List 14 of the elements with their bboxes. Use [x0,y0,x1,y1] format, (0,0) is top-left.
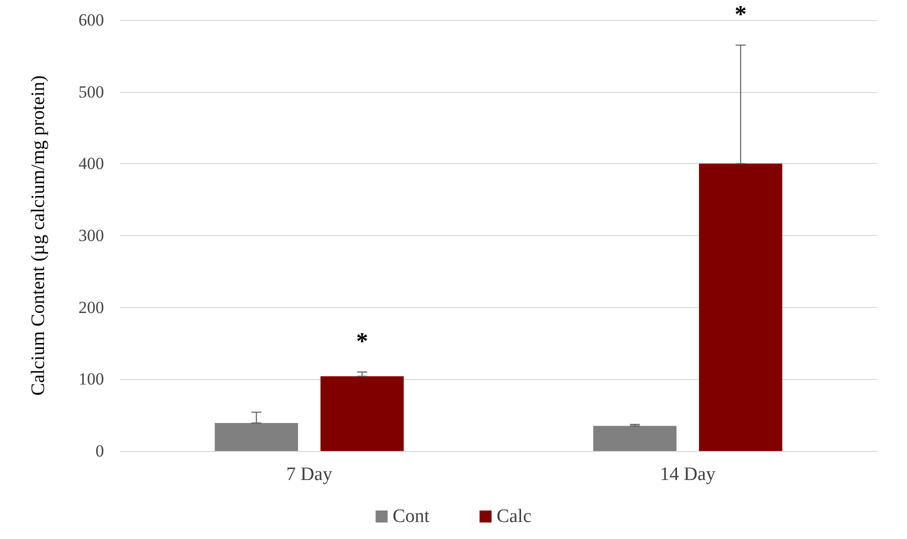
annotation: * [356,328,368,355]
y-tick-label: 300 [78,226,104,245]
x-tick-label: 7 Day [286,464,333,485]
y-tick-label: 400 [78,154,104,174]
y-tick-label: 500 [78,82,104,102]
x-tick-label: 14 Day [660,464,716,485]
legend-label: Calc [496,506,532,527]
y-tick-label: 100 [78,370,104,389]
y-tick-label: 600 [78,10,104,30]
y-tick-label: 200 [78,298,104,317]
y-axis-title: Calcium Content (µg calcium/mg protein) [28,75,49,396]
annotation: * [734,2,747,28]
y-tick-label: 0 [96,442,104,460]
legend-label: Cont [392,506,430,527]
